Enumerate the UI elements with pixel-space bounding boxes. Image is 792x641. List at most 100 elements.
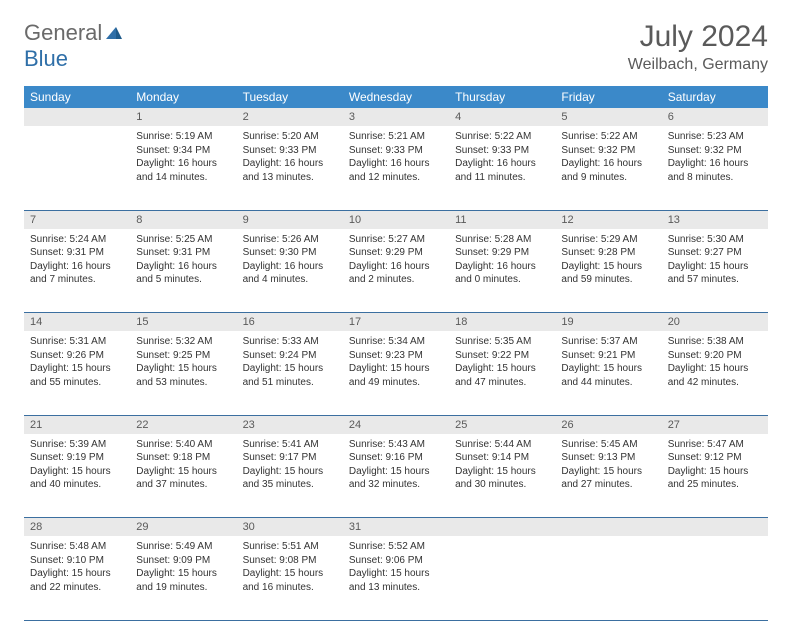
day-number-cell: 8 bbox=[130, 210, 236, 229]
weekday-header: Friday bbox=[555, 86, 661, 108]
page-header: General July 2024 Weilbach, Germany bbox=[24, 20, 768, 74]
sunrise-text: Sunrise: 5:27 AM bbox=[349, 233, 443, 247]
sunrise-text: Sunrise: 5:37 AM bbox=[561, 335, 655, 349]
sunrise-text: Sunrise: 5:41 AM bbox=[243, 438, 337, 452]
daylight-text-line2: and 30 minutes. bbox=[455, 478, 549, 492]
daylight-text-line2: and 32 minutes. bbox=[349, 478, 443, 492]
day-details: Sunrise: 5:37 AMSunset: 9:21 PMDaylight:… bbox=[555, 331, 661, 397]
daylight-text-line2: and 5 minutes. bbox=[136, 273, 230, 287]
day-details: Sunrise: 5:27 AMSunset: 9:29 PMDaylight:… bbox=[343, 229, 449, 295]
sunset-text: Sunset: 9:32 PM bbox=[668, 144, 762, 158]
daylight-text-line2: and 47 minutes. bbox=[455, 376, 549, 390]
daylight-text-line2: and 11 minutes. bbox=[455, 171, 549, 185]
day-number-cell: 2 bbox=[237, 108, 343, 126]
daylight-text-line1: Daylight: 15 hours bbox=[30, 362, 124, 376]
day-cell: Sunrise: 5:44 AMSunset: 9:14 PMDaylight:… bbox=[449, 434, 555, 518]
day-number-cell: 13 bbox=[662, 210, 768, 229]
day-details: Sunrise: 5:49 AMSunset: 9:09 PMDaylight:… bbox=[130, 536, 236, 602]
day-number-cell bbox=[24, 108, 130, 126]
sunset-text: Sunset: 9:17 PM bbox=[243, 451, 337, 465]
day-cell: Sunrise: 5:21 AMSunset: 9:33 PMDaylight:… bbox=[343, 126, 449, 210]
daylight-text-line1: Daylight: 15 hours bbox=[349, 362, 443, 376]
day-content-row: Sunrise: 5:19 AMSunset: 9:34 PMDaylight:… bbox=[24, 126, 768, 210]
sunset-text: Sunset: 9:25 PM bbox=[136, 349, 230, 363]
daylight-text-line1: Daylight: 15 hours bbox=[349, 465, 443, 479]
day-cell: Sunrise: 5:30 AMSunset: 9:27 PMDaylight:… bbox=[662, 229, 768, 313]
logo-blue-wrap: Blue bbox=[24, 46, 68, 72]
day-details: Sunrise: 5:52 AMSunset: 9:06 PMDaylight:… bbox=[343, 536, 449, 602]
day-cell: Sunrise: 5:34 AMSunset: 9:23 PMDaylight:… bbox=[343, 331, 449, 415]
sunset-text: Sunset: 9:18 PM bbox=[136, 451, 230, 465]
day-number-cell: 14 bbox=[24, 313, 130, 332]
sunset-text: Sunset: 9:29 PM bbox=[349, 246, 443, 260]
day-number-cell: 29 bbox=[130, 518, 236, 537]
day-number-row: 14151617181920 bbox=[24, 313, 768, 332]
sunset-text: Sunset: 9:16 PM bbox=[349, 451, 443, 465]
day-cell: Sunrise: 5:51 AMSunset: 9:08 PMDaylight:… bbox=[237, 536, 343, 620]
day-cell bbox=[555, 536, 661, 620]
day-number-cell: 31 bbox=[343, 518, 449, 537]
day-details: Sunrise: 5:28 AMSunset: 9:29 PMDaylight:… bbox=[449, 229, 555, 295]
day-cell: Sunrise: 5:41 AMSunset: 9:17 PMDaylight:… bbox=[237, 434, 343, 518]
sunset-text: Sunset: 9:26 PM bbox=[30, 349, 124, 363]
sunset-text: Sunset: 9:09 PM bbox=[136, 554, 230, 568]
sunset-text: Sunset: 9:31 PM bbox=[30, 246, 124, 260]
weekday-header-row: Sunday Monday Tuesday Wednesday Thursday… bbox=[24, 86, 768, 108]
daylight-text-line2: and 25 minutes. bbox=[668, 478, 762, 492]
sunrise-text: Sunrise: 5:52 AM bbox=[349, 540, 443, 554]
daylight-text-line2: and 13 minutes. bbox=[349, 581, 443, 595]
day-number-cell: 18 bbox=[449, 313, 555, 332]
sunrise-text: Sunrise: 5:23 AM bbox=[668, 130, 762, 144]
daylight-text-line2: and 40 minutes. bbox=[30, 478, 124, 492]
day-cell: Sunrise: 5:48 AMSunset: 9:10 PMDaylight:… bbox=[24, 536, 130, 620]
daylight-text-line1: Daylight: 16 hours bbox=[668, 157, 762, 171]
day-number-cell: 20 bbox=[662, 313, 768, 332]
sunset-text: Sunset: 9:31 PM bbox=[136, 246, 230, 260]
sunrise-text: Sunrise: 5:21 AM bbox=[349, 130, 443, 144]
day-number-cell: 17 bbox=[343, 313, 449, 332]
day-number-cell: 3 bbox=[343, 108, 449, 126]
sunrise-text: Sunrise: 5:26 AM bbox=[243, 233, 337, 247]
day-details: Sunrise: 5:21 AMSunset: 9:33 PMDaylight:… bbox=[343, 126, 449, 192]
day-cell: Sunrise: 5:33 AMSunset: 9:24 PMDaylight:… bbox=[237, 331, 343, 415]
day-number-cell: 1 bbox=[130, 108, 236, 126]
weekday-header: Thursday bbox=[449, 86, 555, 108]
day-cell: Sunrise: 5:25 AMSunset: 9:31 PMDaylight:… bbox=[130, 229, 236, 313]
sunrise-text: Sunrise: 5:44 AM bbox=[455, 438, 549, 452]
day-details: Sunrise: 5:31 AMSunset: 9:26 PMDaylight:… bbox=[24, 331, 130, 397]
sunset-text: Sunset: 9:27 PM bbox=[668, 246, 762, 260]
sunset-text: Sunset: 9:29 PM bbox=[455, 246, 549, 260]
day-cell: Sunrise: 5:32 AMSunset: 9:25 PMDaylight:… bbox=[130, 331, 236, 415]
weekday-header: Monday bbox=[130, 86, 236, 108]
day-cell: Sunrise: 5:27 AMSunset: 9:29 PMDaylight:… bbox=[343, 229, 449, 313]
sunrise-text: Sunrise: 5:25 AM bbox=[136, 233, 230, 247]
daylight-text-line1: Daylight: 16 hours bbox=[243, 260, 337, 274]
location-text: Weilbach, Germany bbox=[628, 56, 768, 74]
daylight-text-line1: Daylight: 15 hours bbox=[243, 362, 337, 376]
sunrise-text: Sunrise: 5:24 AM bbox=[30, 233, 124, 247]
sunset-text: Sunset: 9:21 PM bbox=[561, 349, 655, 363]
day-details: Sunrise: 5:44 AMSunset: 9:14 PMDaylight:… bbox=[449, 434, 555, 500]
day-number-cell: 24 bbox=[343, 415, 449, 434]
daylight-text-line2: and 16 minutes. bbox=[243, 581, 337, 595]
day-details: Sunrise: 5:30 AMSunset: 9:27 PMDaylight:… bbox=[662, 229, 768, 295]
daylight-text-line2: and 37 minutes. bbox=[136, 478, 230, 492]
daylight-text-line2: and 53 minutes. bbox=[136, 376, 230, 390]
sunset-text: Sunset: 9:06 PM bbox=[349, 554, 443, 568]
day-cell: Sunrise: 5:38 AMSunset: 9:20 PMDaylight:… bbox=[662, 331, 768, 415]
day-number-cell bbox=[449, 518, 555, 537]
sunrise-text: Sunrise: 5:20 AM bbox=[243, 130, 337, 144]
sunrise-text: Sunrise: 5:35 AM bbox=[455, 335, 549, 349]
daylight-text-line1: Daylight: 15 hours bbox=[349, 567, 443, 581]
weekday-header: Wednesday bbox=[343, 86, 449, 108]
day-cell bbox=[449, 536, 555, 620]
sunrise-text: Sunrise: 5:51 AM bbox=[243, 540, 337, 554]
day-cell: Sunrise: 5:43 AMSunset: 9:16 PMDaylight:… bbox=[343, 434, 449, 518]
day-details: Sunrise: 5:39 AMSunset: 9:19 PMDaylight:… bbox=[24, 434, 130, 500]
day-number-cell: 15 bbox=[130, 313, 236, 332]
day-number-cell bbox=[662, 518, 768, 537]
day-cell: Sunrise: 5:39 AMSunset: 9:19 PMDaylight:… bbox=[24, 434, 130, 518]
daylight-text-line1: Daylight: 15 hours bbox=[455, 465, 549, 479]
sunrise-text: Sunrise: 5:45 AM bbox=[561, 438, 655, 452]
day-details: Sunrise: 5:23 AMSunset: 9:32 PMDaylight:… bbox=[662, 126, 768, 192]
